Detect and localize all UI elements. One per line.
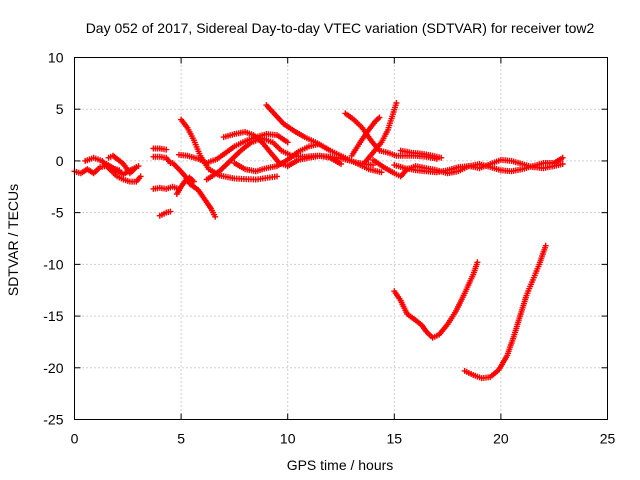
- series-sat-r: [348, 114, 383, 159]
- series-sat-n: [220, 129, 344, 170]
- series-sat-h: [156, 208, 174, 219]
- data-point: [284, 139, 291, 146]
- series-sat-j: [173, 174, 197, 197]
- series-sat-u: [391, 156, 566, 176]
- data-point: [370, 162, 376, 169]
- x-tick-label: 20: [493, 431, 509, 447]
- x-tick-label: 25: [600, 431, 616, 447]
- data-point: [190, 178, 197, 185]
- grid-lines: [74, 57, 608, 420]
- series-sat-i: [169, 160, 219, 220]
- x-axis-label: GPS time / hours: [287, 457, 394, 473]
- data-point: [212, 213, 219, 220]
- plot-frame: [74, 57, 608, 420]
- tick-labels: 0 5 10 15 20 25 10 5 0 -5 -10 -15 -20 -25: [43, 50, 615, 447]
- x-tick-label: 10: [280, 431, 296, 447]
- x-tick-label: 15: [387, 431, 403, 447]
- series-sat-x: [397, 147, 445, 161]
- data-point: [376, 114, 383, 121]
- y-axis-label: SDTVAR / TECUs: [5, 184, 21, 296]
- y-tick-label: -25: [43, 412, 63, 428]
- data-point: [314, 141, 321, 148]
- series-sat-s: [361, 100, 400, 166]
- series-sat-f: [150, 153, 174, 166]
- data-point: [474, 259, 481, 266]
- series-sat-b: [82, 154, 144, 185]
- y-tick-label: 5: [56, 101, 64, 117]
- series-sat-w: [461, 242, 549, 382]
- x-tick-label: 0: [71, 431, 79, 447]
- series-sat-v: [391, 259, 481, 341]
- data-point: [137, 173, 144, 180]
- y-tick-label: -15: [43, 308, 63, 324]
- series-sat-d: [105, 152, 140, 177]
- data-point: [559, 154, 566, 161]
- data-point: [167, 208, 174, 215]
- data-point: [274, 173, 280, 180]
- data-points: [71, 100, 566, 382]
- data-point: [378, 169, 385, 176]
- y-tick-label: -5: [51, 205, 64, 221]
- data-point: [542, 242, 549, 249]
- chart-title: Day 052 of 2017, Sidereal Day-to-day VTE…: [86, 20, 595, 36]
- data-point: [338, 161, 344, 167]
- series-sat-e: [150, 145, 170, 153]
- y-tick-label: 10: [48, 50, 64, 66]
- y-tick-label: -20: [43, 360, 63, 376]
- series-sat-p: [231, 141, 321, 175]
- data-point: [163, 146, 170, 153]
- data-point: [393, 100, 400, 106]
- data-point: [133, 164, 140, 171]
- y-tick-label: 0: [56, 153, 64, 169]
- data-point: [438, 154, 445, 161]
- data-point: [559, 161, 566, 167]
- x-tick-label: 5: [177, 431, 185, 447]
- axis-ticks: [74, 57, 608, 420]
- y-tick-label: -10: [43, 256, 63, 272]
